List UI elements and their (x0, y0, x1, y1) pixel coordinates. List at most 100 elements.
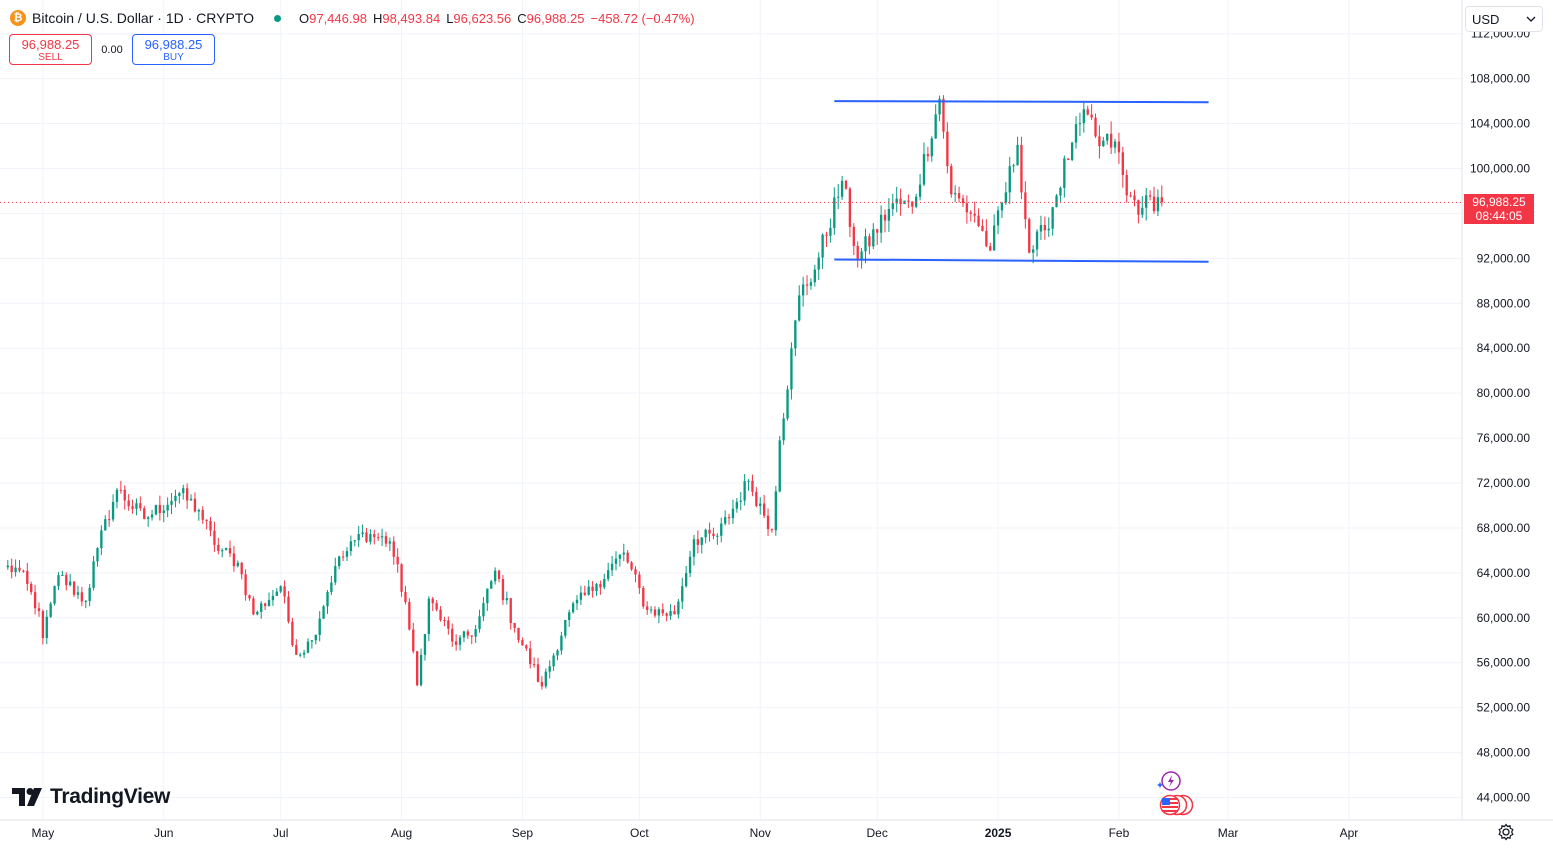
price-tick-label: 44,000.00 (1477, 791, 1531, 805)
candle-body (739, 500, 742, 502)
candle-body (1055, 195, 1058, 208)
candle-body (412, 629, 415, 652)
candle-body (790, 348, 793, 390)
candle-body (751, 480, 754, 492)
candle-body (1090, 114, 1093, 118)
candle-body (291, 621, 294, 646)
tradingview-logo-icon (12, 788, 42, 806)
candle-body (840, 180, 844, 197)
candle-body (37, 608, 41, 612)
candle-body (571, 603, 575, 613)
candle-body (470, 635, 473, 637)
time-tick-label: Aug (391, 826, 412, 840)
sell-button[interactable]: 96,988.25 SELL (9, 34, 92, 65)
symbol-title[interactable]: Bitcoin / U.S. Dollar · 1D · CRYPTO (32, 10, 254, 26)
candle-body (232, 553, 236, 567)
candle-body (1016, 144, 1019, 166)
candle-body (918, 184, 922, 197)
candle-body (872, 229, 875, 247)
chevron-down-icon (1526, 16, 1536, 22)
candle-body (193, 498, 197, 512)
candle-body (731, 508, 735, 519)
candle-body (256, 611, 259, 615)
candle-body (166, 504, 169, 511)
candle-body (848, 188, 852, 227)
candle-body (599, 584, 602, 588)
candle-body (821, 234, 824, 258)
trendlines (834, 100, 1209, 263)
candle-body (1113, 141, 1117, 148)
candle-body (1106, 133, 1109, 141)
candle-body (1082, 109, 1085, 124)
market-status-icon[interactable] (273, 14, 281, 22)
candle-body (907, 200, 910, 202)
candle-body (1121, 152, 1124, 175)
candle-body (770, 529, 774, 531)
candle-body (1160, 197, 1163, 203)
settings-gear-icon[interactable] (1497, 823, 1515, 841)
candle-body (942, 98, 945, 132)
candle-body (1094, 117, 1097, 137)
candle-body (887, 209, 891, 221)
candle-body (844, 180, 848, 189)
candle-body (579, 592, 583, 600)
candle-body (649, 609, 653, 611)
candle-body (384, 536, 388, 544)
candle-body (1012, 165, 1015, 167)
currency-select[interactable]: USD (1465, 6, 1543, 32)
candle-body (490, 581, 493, 589)
tradingview-logo[interactable]: TradingView (12, 785, 170, 809)
candle-body (786, 389, 789, 419)
candle-body (622, 552, 625, 555)
candle-body (743, 481, 746, 501)
candle-body (178, 493, 181, 496)
candle-body (778, 440, 781, 492)
price-tick-label: 76,000.00 (1477, 431, 1531, 445)
candle-body (540, 681, 544, 687)
candle-body (283, 586, 286, 597)
candle-body (813, 269, 816, 283)
candle-body (353, 540, 356, 542)
candle-body (1063, 158, 1066, 188)
candle-body (1156, 197, 1160, 212)
price-tick-label: 84,000.00 (1477, 341, 1531, 355)
candle-body (302, 652, 306, 655)
candle-body (614, 558, 618, 564)
candle-body (1059, 187, 1062, 196)
price-axis: 112,000.00108,000.00104,000.00100,000.00… (1470, 27, 1530, 805)
candle-body (681, 586, 684, 602)
economic-events-icon[interactable] (1159, 794, 1195, 816)
candle-body (548, 666, 551, 672)
candle-body (860, 251, 863, 260)
candle-body (708, 529, 711, 534)
candle-body (1133, 195, 1136, 201)
candle-body (221, 550, 224, 552)
candle-body (899, 198, 902, 205)
candle-body (96, 548, 99, 562)
candle-body (930, 138, 933, 157)
sell-label: SELL (38, 51, 63, 63)
candle-body (1141, 207, 1144, 215)
candle-body (338, 556, 341, 567)
candle-body (1117, 141, 1121, 153)
flash-event-icon[interactable] (1157, 770, 1183, 792)
candle-body (1051, 207, 1054, 229)
candle-body (154, 504, 158, 515)
candle-body (451, 628, 454, 642)
candle-body (228, 548, 232, 554)
candle-body (938, 98, 941, 115)
candle-body (610, 563, 614, 571)
candle-body (466, 631, 470, 636)
candle-body (423, 634, 427, 655)
candle-body (509, 598, 512, 624)
candle-body (408, 602, 411, 630)
candle-body (454, 641, 458, 645)
candle-body (482, 603, 485, 617)
candle-body (439, 609, 442, 620)
candle-body (595, 584, 598, 592)
candle-body (1008, 166, 1011, 193)
buy-button[interactable]: 96,988.25 BUY (132, 34, 215, 65)
candle-body (985, 230, 988, 247)
